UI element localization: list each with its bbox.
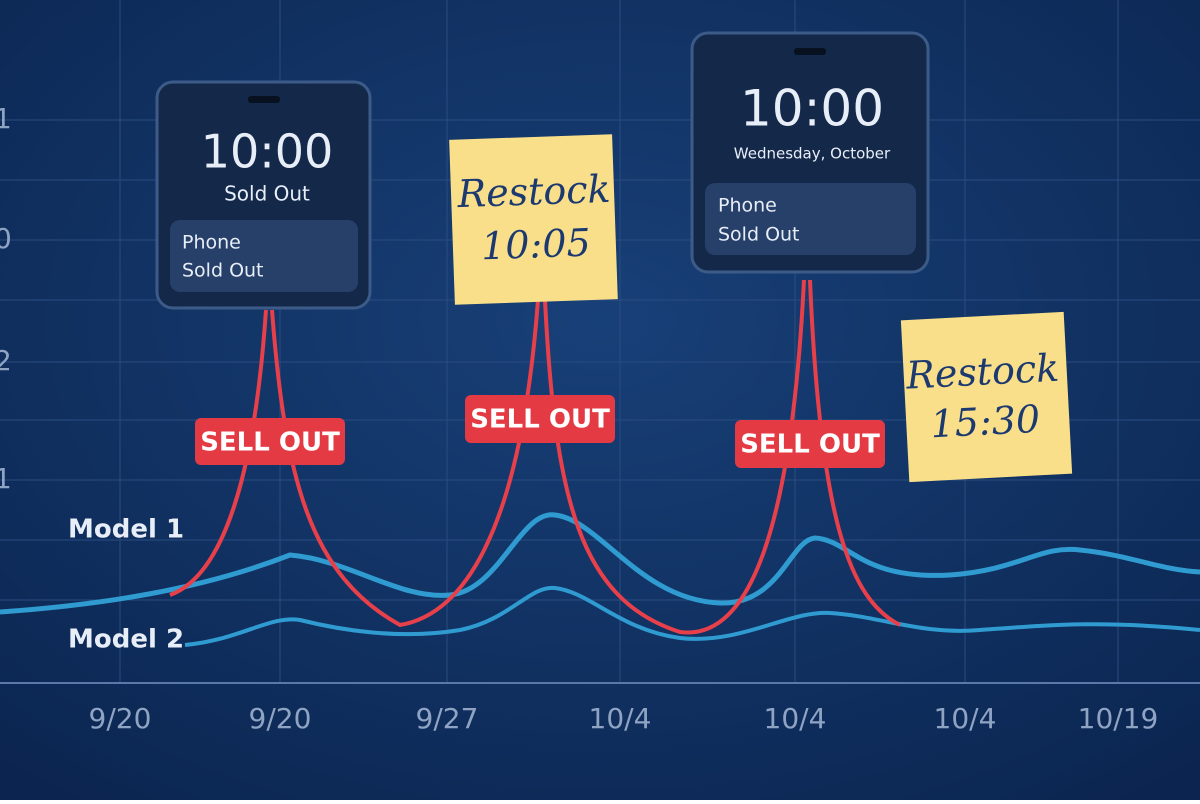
badge-bg bbox=[195, 418, 345, 465]
y-label: 1 bbox=[0, 462, 12, 495]
x-axis-labels: 9/20 9/20 9/27 10/4 10/4 10/4 10/19 bbox=[89, 702, 1159, 735]
badge-bg bbox=[735, 420, 885, 468]
x-label: 10/19 bbox=[1078, 702, 1159, 735]
note-line: 10:05 bbox=[480, 221, 591, 269]
series-label: Model 2 bbox=[68, 625, 184, 655]
sticky-note: Restock 15:30 bbox=[900, 311, 1073, 483]
y-axis-labels: 1 0 2 1 bbox=[0, 102, 12, 495]
x-label: 10/4 bbox=[589, 702, 652, 735]
notch bbox=[248, 96, 280, 103]
note-line: Restock bbox=[456, 167, 612, 216]
badge-text: SELL OUT bbox=[470, 405, 610, 435]
phone-time: 10:00 bbox=[740, 80, 884, 138]
phone-subtitle: Sold Out bbox=[224, 182, 310, 206]
badge: SELL OUT bbox=[465, 395, 615, 443]
series-label: Model 1 bbox=[68, 515, 184, 545]
badge-bg bbox=[465, 395, 615, 443]
badge-text: SELL OUT bbox=[740, 430, 880, 460]
note-line: 15:30 bbox=[929, 397, 1041, 447]
phone: 10:00 Sold Out Phone Sold Out bbox=[155, 80, 372, 310]
badge-text: SELL OUT bbox=[200, 428, 340, 458]
notification-line: Sold Out bbox=[182, 260, 264, 282]
x-label: 10/4 bbox=[934, 702, 997, 735]
y-label: 2 bbox=[0, 344, 12, 377]
series-labels: Model 1 Model 2 bbox=[68, 515, 184, 655]
x-label: 10/4 bbox=[764, 702, 827, 735]
notification-line: Phone bbox=[182, 232, 241, 254]
y-label: 0 bbox=[0, 222, 12, 255]
phone-subtitle: Wednesday, October bbox=[734, 145, 891, 163]
notification-line: Phone bbox=[718, 195, 777, 217]
phone-time: 10:00 bbox=[201, 125, 334, 179]
x-label: 9/20 bbox=[89, 702, 152, 735]
notch bbox=[794, 48, 826, 55]
note-paper bbox=[900, 311, 1073, 483]
model-1-line bbox=[0, 512, 1200, 615]
badge: SELL OUT bbox=[735, 420, 885, 468]
x-label: 9/27 bbox=[416, 702, 479, 735]
x-label: 9/20 bbox=[249, 702, 312, 735]
sticky-note: Restock 10:05 bbox=[449, 134, 618, 305]
notification bbox=[705, 183, 916, 255]
note-paper bbox=[449, 134, 618, 305]
badge: SELL OUT bbox=[195, 418, 345, 465]
y-label: 1 bbox=[0, 102, 12, 135]
model-2-line bbox=[184, 585, 1200, 647]
note-line: Restock bbox=[904, 346, 1060, 398]
notification bbox=[170, 220, 358, 292]
sellout-line bbox=[169, 279, 901, 635]
phone: 10:00 Wednesday, October Phone Sold Out bbox=[690, 31, 930, 274]
notification-line: Sold Out bbox=[718, 224, 800, 246]
